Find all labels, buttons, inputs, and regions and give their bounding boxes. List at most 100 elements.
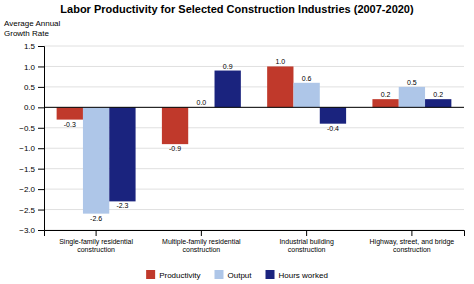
x-tick-mark (96, 230, 97, 236)
x-tick-mark (201, 230, 202, 236)
grid (44, 46, 464, 230)
legend-item: Output (214, 270, 252, 280)
data-label: 0.9 (223, 63, 233, 70)
data-label: -2.3 (116, 202, 128, 209)
bar (267, 66, 293, 107)
x-tick-label-line: construction (288, 246, 326, 253)
x-tick-mark (411, 230, 412, 236)
y-tick: −1.5 (19, 165, 44, 174)
x-tick: Multiple-family residentialconstruction (162, 230, 241, 253)
y-axis-label-line: Growth Rate (4, 29, 49, 38)
title: Labor Productivity for Selected Construc… (60, 3, 414, 15)
y-tick-mark (38, 230, 44, 231)
y-axis-label-line: Average Annual (4, 19, 61, 28)
x-tick-label: Multiple-family residentialconstruction (162, 238, 241, 253)
bar (57, 107, 83, 119)
bar (320, 107, 346, 123)
x-tick-label-line: Industrial building (279, 238, 334, 246)
data-label: 0.6 (302, 75, 312, 82)
y-tick: −3.0 (19, 226, 44, 235)
y-tick: −2.0 (19, 185, 44, 194)
x-tick-label-line: Multiple-family residential (162, 238, 241, 246)
x-axis: Single-family residentialconstructionMul… (45, 230, 465, 253)
x-tick-label: Single-family residentialconstruction (59, 238, 133, 253)
bars (57, 66, 452, 213)
y-tick-label: −1.0 (19, 144, 35, 153)
y-tick-mark (38, 189, 44, 190)
data-label: 0.0 (197, 99, 207, 106)
y-tick-mark (38, 169, 44, 170)
bar (83, 107, 109, 213)
y-tick-label: 0.0 (24, 103, 36, 112)
x-tick-label-line: construction (182, 246, 220, 253)
x-tick-label-line: Highway, street, and bridge (370, 238, 455, 246)
x-tick-label-line: construction (77, 246, 115, 253)
zero-line (44, 107, 464, 108)
data-label: -2.6 (90, 215, 102, 222)
x-tick-label: Highway, street, and bridgeconstruction (370, 238, 455, 253)
x-tick-label: Industrial buildingconstruction (279, 238, 334, 253)
y-tick-mark (38, 128, 44, 129)
chart: Labor Productivity for Selected Construc… (0, 0, 474, 284)
bar (109, 107, 135, 201)
bar (293, 83, 319, 108)
y-tick-mark (38, 87, 44, 88)
x-axis-line (45, 231, 465, 237)
bar (425, 99, 451, 107)
legend-label: Hours worked (279, 271, 328, 280)
bar (215, 71, 241, 108)
legend-label: Output (227, 271, 252, 280)
legend-swatch (214, 270, 223, 279)
x-tick-mark (306, 230, 307, 236)
data-labels: -0.3 -0.9 1.0 0.2 -2.6 0.0 0.6 0.5 -2.3 0.9 -0.4 0.… (64, 58, 443, 221)
x-tick: Highway, street, and bridgeconstruction (370, 230, 455, 253)
x-tick: Single-family residentialconstruction (59, 230, 133, 253)
legend-item: Hours worked (266, 270, 328, 280)
y-axis-label: Average AnnualGrowth Rate (4, 19, 61, 38)
x-tick-label-line: construction (393, 246, 431, 253)
y-tick-mark (38, 107, 44, 108)
y-tick-label: −2.0 (19, 185, 35, 194)
grid-line (44, 107, 464, 108)
legend-item: Productivity (146, 270, 200, 280)
y-tick-label: 1.5 (24, 42, 36, 51)
y-tick-mark (38, 148, 44, 149)
data-label: 0.2 (381, 91, 391, 98)
y-tick: 0.5 (24, 83, 44, 92)
legend-label: Productivity (159, 271, 200, 280)
y-tick-mark (38, 66, 44, 67)
y-tick: −1.0 (19, 144, 44, 153)
plot: −3.0 −2.5 −2.0 −1.5 −1.0 −0.5 0.0 0.5 1.0 1.5 Sing… (19, 42, 464, 253)
data-label: 1.0 (275, 58, 285, 65)
y-tick-mark (38, 46, 44, 47)
y-tick-label: −1.5 (19, 165, 35, 174)
y-tick-label: −0.5 (19, 124, 35, 133)
y-axis: −3.0 −2.5 −2.0 −1.5 −1.0 −0.5 0.0 0.5 1.0 1.5 (19, 42, 44, 235)
data-label: 0.5 (407, 79, 417, 86)
y-tick: 1.0 (24, 63, 44, 72)
bar (399, 87, 425, 107)
y-tick-label: −2.5 (19, 206, 35, 215)
y-tick-label: 0.5 (24, 83, 36, 92)
y-tick: 1.5 (24, 42, 44, 51)
data-label: 0.2 (433, 91, 443, 98)
y-tick-mark (38, 210, 44, 211)
y-tick-label: −3.0 (19, 226, 35, 235)
x-tick: Industrial buildingconstruction (279, 230, 334, 253)
y-axis-line (38, 47, 45, 231)
grid-line (44, 46, 464, 47)
y-tick: 0.0 (24, 103, 44, 112)
data-label: -0.3 (64, 121, 76, 128)
legend-swatch (266, 270, 275, 279)
y-tick-label: 1.0 (24, 63, 36, 72)
data-label: -0.4 (327, 125, 339, 132)
legend: Productivity Output Hours worked (146, 270, 328, 280)
grid-line (44, 66, 464, 67)
y-tick: −0.5 (19, 124, 44, 133)
legend-swatch (146, 270, 155, 279)
y-tick: −2.5 (19, 206, 44, 215)
data-label: -0.9 (169, 145, 181, 152)
bar (372, 99, 398, 107)
bar (162, 107, 188, 144)
x-tick-label-line: Single-family residential (59, 238, 133, 246)
